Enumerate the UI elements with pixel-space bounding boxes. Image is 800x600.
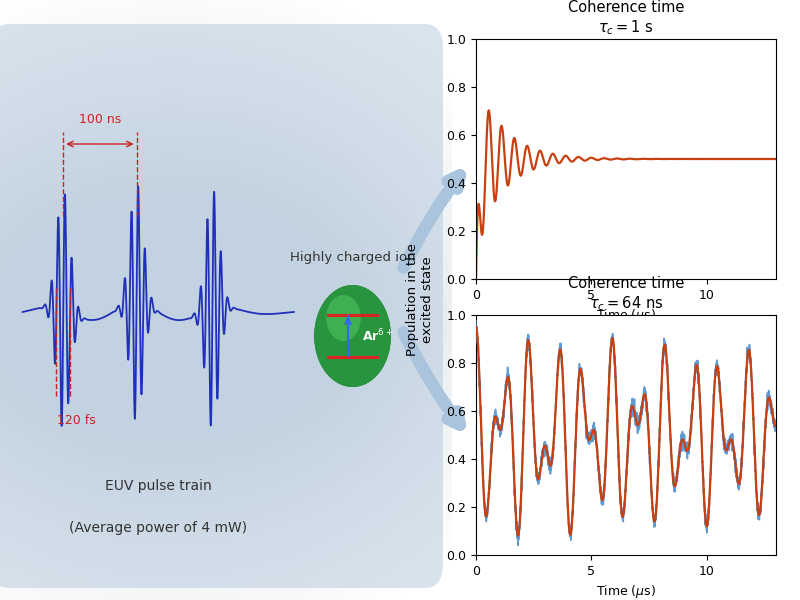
Circle shape	[326, 295, 361, 341]
Text: EUV pulse train: EUV pulse train	[105, 479, 211, 493]
Text: (Average power of 4 mW): (Average power of 4 mW)	[69, 521, 247, 535]
X-axis label: Time ($\mu$s): Time ($\mu$s)	[596, 583, 656, 600]
X-axis label: Time ($\mu$s): Time ($\mu$s)	[596, 307, 656, 324]
Circle shape	[314, 285, 391, 387]
Text: Ar$^{6+}$: Ar$^{6+}$	[362, 328, 394, 344]
Title: Coherence time
$\tau_c = 64$ ns: Coherence time $\tau_c = 64$ ns	[568, 276, 684, 313]
FancyBboxPatch shape	[0, 24, 443, 588]
Text: 100 ns: 100 ns	[78, 113, 121, 126]
Circle shape	[314, 285, 391, 387]
Text: 120 fs: 120 fs	[58, 414, 96, 427]
Text: Highly charged ion: Highly charged ion	[290, 251, 415, 264]
Title: Coherence time
$\tau_c = 1$ s: Coherence time $\tau_c = 1$ s	[568, 0, 684, 37]
Text: Population in the
excited state: Population in the excited state	[406, 244, 434, 356]
